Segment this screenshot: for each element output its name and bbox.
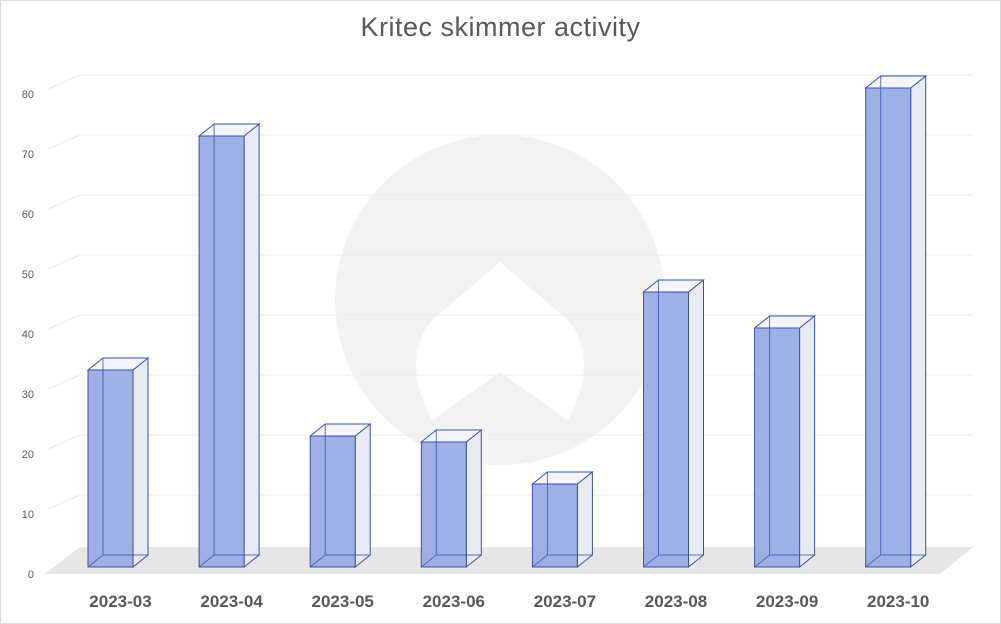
gridline-side	[47, 314, 81, 330]
bar-base-edge	[198, 554, 215, 568]
bar-front	[754, 327, 801, 568]
x-tick-label: 2023-05	[312, 592, 374, 611]
x-tick-label: 2023-04	[200, 592, 263, 611]
y-tick-label: 10	[22, 509, 34, 521]
chart-title: Kritec skimmer activity	[360, 12, 641, 42]
x-axis: 2023-03 2023-04 2023-05 2023-06 2023-07 2023-…	[89, 592, 929, 611]
bar-base-edge	[309, 554, 326, 568]
y-tick-label: 30	[22, 389, 34, 401]
bar	[753, 314, 817, 569]
bar-side	[243, 122, 260, 569]
bar	[419, 428, 483, 569]
gridline-side	[47, 74, 81, 90]
gridline-side	[47, 254, 81, 270]
gridline-side	[47, 194, 81, 210]
y-tick-label: 80	[22, 89, 34, 101]
bar-front	[87, 369, 134, 568]
bar	[530, 470, 594, 569]
bar-base-edge	[87, 554, 104, 568]
bar-side	[354, 422, 371, 569]
bar-base-edge	[420, 554, 437, 568]
gridline-side	[47, 134, 81, 150]
gridline-side	[47, 494, 81, 510]
y-tick-label: 20	[22, 449, 34, 461]
bar	[308, 422, 372, 569]
x-tick-label: 2023-10	[867, 592, 929, 611]
bar-side	[910, 74, 927, 569]
watermark-emblem	[416, 262, 584, 420]
y-axis: 0 10 20 30 40 50 60 70 80	[22, 89, 34, 581]
bar	[864, 74, 928, 569]
bar	[642, 278, 705, 569]
gridline-side	[47, 434, 81, 450]
bar-base-edge	[754, 554, 770, 568]
bar-side	[132, 356, 149, 569]
watermark-logo	[335, 135, 665, 465]
bar-side	[799, 314, 816, 569]
y-tick-label: 60	[22, 209, 34, 221]
x-tick-label: 2023-03	[89, 592, 151, 611]
bar-base-edge	[532, 554, 548, 568]
x-tick-label: 2023-06	[423, 592, 485, 611]
gridline-side	[47, 374, 81, 390]
chart-floor	[45, 547, 973, 574]
bar	[197, 122, 261, 569]
bar-front	[865, 87, 912, 568]
bar-side	[465, 428, 482, 569]
bar	[86, 356, 150, 569]
bar-base-edge	[643, 554, 659, 568]
x-tick-label: 2023-08	[645, 592, 707, 611]
y-tick-label: 50	[22, 269, 34, 281]
y-tick-label: 70	[22, 149, 34, 161]
bar-front	[643, 291, 689, 568]
x-tick-label: 2023-07	[534, 592, 596, 611]
x-tick-label: 2023-09	[756, 592, 818, 611]
bars	[86, 74, 928, 569]
y-tick-label: 0	[28, 569, 34, 581]
y-tick-label: 40	[22, 329, 34, 341]
bar-front	[531, 483, 578, 568]
bar-front	[309, 435, 356, 568]
bar-front	[198, 135, 245, 568]
bar-base-edge	[865, 554, 882, 568]
bar-side	[688, 278, 704, 569]
floor-plane	[45, 547, 973, 574]
bar-front	[420, 441, 467, 568]
bar-side	[576, 470, 593, 569]
